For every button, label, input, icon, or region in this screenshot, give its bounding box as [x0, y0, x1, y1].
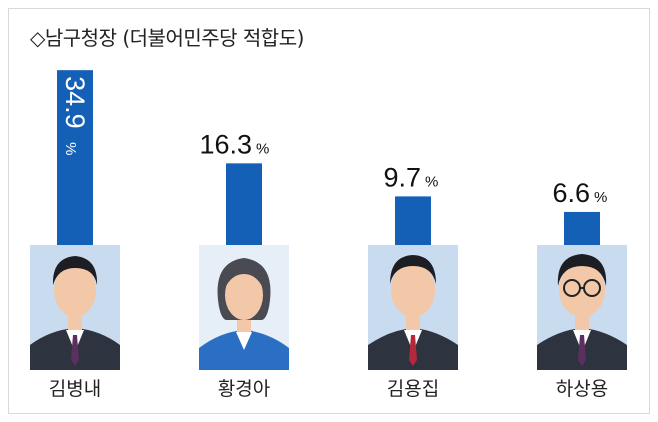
bar-1 [57, 70, 93, 245]
value-label-text-1: 34.9 [60, 76, 90, 129]
candidate-photo-2 [199, 245, 289, 370]
value-label-1: 34.9% [60, 76, 90, 155]
bar-4 [564, 211, 600, 245]
value-label-2: 16.3 [199, 129, 252, 159]
value-unit-4: % [594, 189, 607, 206]
value-unit-1: % [62, 142, 79, 155]
category-label-1: 김병내 [49, 378, 101, 400]
value-unit-2: % [256, 140, 269, 157]
value-unit-3: % [425, 173, 438, 190]
bar-3 [395, 196, 431, 245]
value-label-4: 6.6 [552, 178, 590, 208]
candidate-photo-1 [30, 245, 120, 370]
candidate-photo-4 [537, 245, 627, 370]
value-label-3: 9.7 [383, 162, 421, 192]
bar-2 [226, 163, 262, 245]
category-label-3: 김용집 [387, 378, 439, 400]
category-label-2: 황경아 [218, 378, 270, 400]
candidate-photo-3 [368, 245, 458, 370]
category-label-4: 하상용 [556, 378, 608, 400]
chart-title: ◇남구청장 (더불어민주당 적합도) [30, 26, 304, 50]
